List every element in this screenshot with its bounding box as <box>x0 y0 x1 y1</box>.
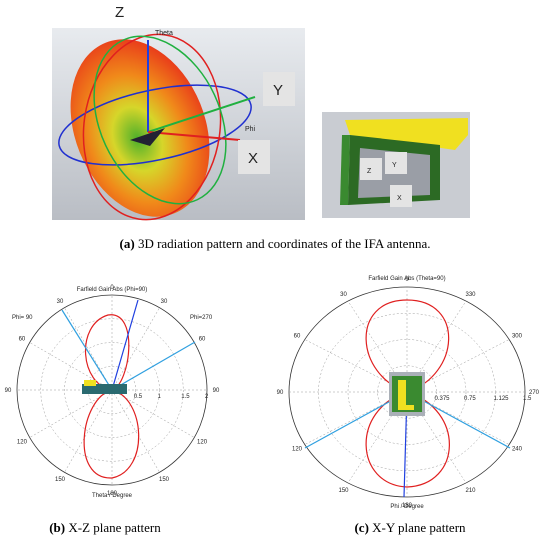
phi-label: Phi <box>245 126 256 133</box>
side-label: Phi=270 <box>190 315 213 321</box>
y-label: Y <box>273 82 283 99</box>
angle-label: 90 <box>213 388 220 394</box>
grid-ring <box>64 342 160 438</box>
caption-c: (c) X-Y plane pattern <box>354 520 466 535</box>
angle-label: 60 <box>19 337 26 343</box>
angle-label: 30 <box>57 299 64 305</box>
caption-text: X-Y plane pattern <box>372 520 466 535</box>
ground-side <box>340 135 350 205</box>
x-label: X <box>248 150 258 167</box>
beam-line <box>111 299 139 391</box>
radial-label: 1.5 <box>523 396 532 402</box>
label-box <box>390 185 412 207</box>
spoke <box>406 391 510 445</box>
angle-label: 150 <box>55 477 66 483</box>
label-box <box>238 140 270 174</box>
beam-line <box>61 309 113 391</box>
beam-line <box>111 341 196 391</box>
caption-text: 3D radiation pattern and coordinates of … <box>138 236 431 251</box>
theta-ring <box>82 33 222 221</box>
radial-label: 0.75 <box>464 396 476 402</box>
radial-label: 1 <box>158 394 162 400</box>
inset-x: X <box>397 195 402 202</box>
angle-label: 60 <box>294 334 301 340</box>
angle-label: 90 <box>277 390 284 396</box>
z-label: Z <box>115 4 124 21</box>
angle-label: 0 <box>405 277 409 283</box>
angle-label: 0 <box>110 285 114 291</box>
grid-ring <box>347 339 467 445</box>
x-axis <box>147 131 241 141</box>
angle-label: 180 <box>107 491 118 497</box>
caption-a: (a) 3D radiation pattern and coordinates… <box>120 236 431 251</box>
polar-plot: 0.5 1 1.5 2 0 30 60 90 120 150 180 150 120 90 60 30 Farf… <box>5 285 220 499</box>
angle-label: 330 <box>465 292 476 298</box>
antenna-top <box>345 118 468 150</box>
spoke <box>64 389 113 473</box>
outer-ring <box>16 294 208 486</box>
radial-label: 1.5 <box>181 394 190 400</box>
radial-label: 0.5 <box>134 394 143 400</box>
grid-ring <box>40 318 184 462</box>
antenna-model <box>82 384 127 394</box>
angle-label: 90 <box>5 388 12 394</box>
angle-label: 180 <box>402 503 413 509</box>
angle-label: 150 <box>338 488 349 494</box>
radial-label: 1.125 <box>494 396 510 402</box>
y-axis <box>147 96 256 133</box>
angle-label: 120 <box>197 440 208 446</box>
angle-label: 60 <box>199 337 206 343</box>
angle-label: 150 <box>159 477 170 483</box>
spoke <box>406 339 510 393</box>
label-box <box>263 72 295 106</box>
grid-ring <box>88 366 136 414</box>
radial-label: 0.375 <box>435 396 451 402</box>
axis-title: Phi / Degree <box>390 504 424 510</box>
plot-title: Farfield Gain Abs (Theta=90) <box>368 276 445 282</box>
radial-label: 2 <box>205 394 209 400</box>
angle-label: 30 <box>161 299 168 305</box>
angle-label: 270 <box>529 390 540 396</box>
caption-label: (c) <box>354 520 368 535</box>
antenna-model <box>84 380 96 386</box>
radiation-lobe <box>70 39 210 217</box>
inset-z: Z <box>367 168 372 175</box>
caption-label: (a) <box>120 236 135 251</box>
angle-label: 210 <box>465 488 476 494</box>
angle-label: 120 <box>17 440 28 446</box>
caption-text: X-Z plane pattern <box>68 520 161 535</box>
ring <box>93 35 227 205</box>
spoke <box>304 339 408 393</box>
label-box <box>385 152 407 174</box>
caption-b: (b) X-Z plane pattern <box>49 520 161 535</box>
angle-label: 300 <box>512 334 523 340</box>
theta-label: Theta <box>155 30 173 37</box>
angle-label: 240 <box>512 447 523 453</box>
antenna <box>130 128 165 146</box>
caption-label: (b) <box>49 520 65 535</box>
label-box <box>360 158 382 180</box>
antenna-model <box>398 380 414 410</box>
spoke <box>304 391 408 445</box>
angle-label: 120 <box>292 447 303 453</box>
inset-y: Y <box>392 162 397 169</box>
angle-label: 30 <box>340 292 347 298</box>
plot-title: Farfield Gain Abs (Phi=90) <box>77 287 148 293</box>
side-label: Phi= 90 <box>12 315 33 321</box>
axis-title: Theta / Degree <box>92 493 133 499</box>
pattern-curve <box>83 314 140 479</box>
